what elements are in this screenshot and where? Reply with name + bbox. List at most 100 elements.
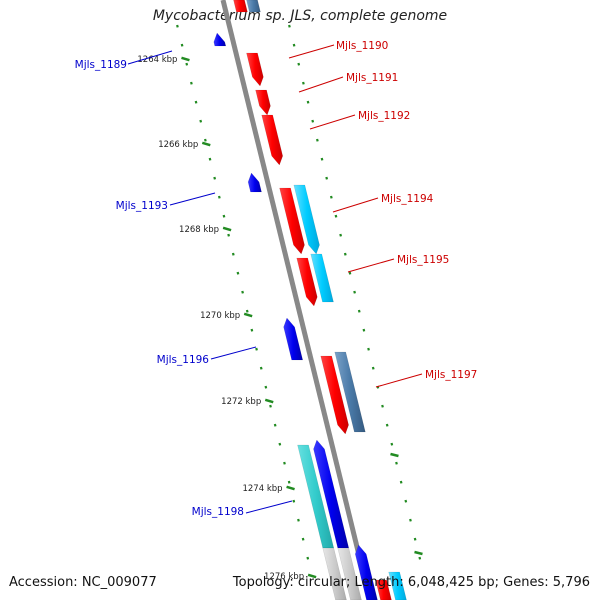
gene-labels[interactable]: Mjls_1189 Mjls_1190 Mjls_1191 Mjls_1192 Mjls… [75,40,478,518]
ring-dot [176,24,179,28]
ring-dot [339,233,342,237]
gene-feature-mjls-1190[interactable] [246,52,264,87]
ring-dot [306,556,310,560]
ring-dot [241,290,244,294]
ring-dot [367,347,370,351]
ring-dot [288,24,291,28]
gene-label-mjls-1197[interactable]: Mjls_1197 [425,369,477,381]
ring-dot [199,119,203,123]
ring-dot [357,309,361,313]
tick-label: 1266 kbp [158,140,198,150]
tick-label: 1274 kbp [242,484,282,494]
gene-label-mjls-1198[interactable]: Mjls_1198 [192,506,244,518]
feature-block [388,571,407,600]
feature-block [310,253,334,303]
ring-dot [245,309,249,313]
ring-dot [371,366,375,370]
leader-line-mjls-1193 [169,192,216,206]
genome-summary-text: Topology: circular; Length: 6,048,425 bp… [232,575,590,590]
ring-dot [381,404,384,408]
feature-block [233,0,248,13]
ring-dot [362,328,366,332]
gene-feature-mjls-1194[interactable] [279,187,305,255]
ring-dot [259,366,263,370]
gene-label-mjls-1192[interactable]: Mjls_1192 [358,110,410,122]
accession-text: Accession: NC_009077 [9,575,157,590]
gene-feature-mjls-1193[interactable] [247,172,262,193]
tick-label: 1276 kbp [264,572,304,582]
ring-dot [311,119,315,123]
ring-dot [217,195,221,199]
ring-dot [404,499,408,503]
gene-feature-mjls-1195[interactable] [296,257,318,307]
ring-dot [329,195,333,199]
ring-dot [231,252,235,256]
gene-features[interactable] [213,0,407,600]
tick-mark [414,550,423,556]
ring-dot [208,157,212,161]
ring-dot [292,499,296,503]
gene-feature-mjls-1192[interactable] [261,114,283,166]
tick-marks: 1264 kbp 1266 kbp 1268 kbp 1270 kbp 1272 kbp… [137,55,423,582]
leader-line-mjls-1190 [288,44,335,59]
leader-line-mjls-1198 [245,500,293,514]
tick-label: 1264 kbp [137,55,177,65]
ring-dot [334,214,338,218]
tick-mark [181,56,190,62]
ring-dot [264,385,268,389]
gene-label-mjls-1190[interactable]: Mjls_1190 [336,40,388,52]
ring-dot [269,404,272,408]
leader-line-mjls-1197 [375,373,423,388]
ring-dot [236,271,240,275]
ring-dot [348,271,352,275]
ring-dot [418,556,422,560]
gene-label-mjls-1191[interactable]: Mjls_1191 [346,72,398,84]
ring-dot [250,328,254,332]
ring-dot [255,347,258,351]
feature-block [322,547,347,600]
tick-mark [201,141,211,147]
ring-dot [297,62,301,66]
ring-dot [301,537,305,541]
gene-feature-mjls-1189[interactable] [213,32,227,47]
ring-dot [395,461,398,465]
leader-line-mjls-1191 [298,76,344,93]
feature-block [375,579,392,600]
gene-feature-mjls-1191[interactable] [255,89,271,116]
tick-rings [176,24,422,560]
ring-dot [180,43,184,47]
ring-dot [320,157,324,161]
ring-dot [194,100,198,104]
leader-line-mjls-1189 [127,50,173,65]
feature-block [334,351,366,433]
ring-dot [213,176,217,180]
leader-line-mjls-1196 [210,346,257,360]
feature-block [354,544,378,600]
tick-mark [307,573,317,579]
feature-block [337,547,362,600]
tick-mark [286,485,295,491]
ring-dot [278,442,282,446]
leader-line-mjls-1192 [309,114,356,130]
gene-label-mjls-1189[interactable]: Mjls_1189 [75,59,127,71]
ring-dot [325,176,329,180]
ring-dot [283,461,286,465]
ring-dot [306,100,310,104]
ring-dot [343,252,347,256]
leader-line-mjls-1194 [332,197,379,213]
ring-dot [390,442,394,446]
ring-dot [227,233,230,237]
gene-feature-mjls-1197[interactable] [320,355,349,435]
tick-mark [222,226,232,232]
ring-dot [385,423,389,427]
ring-dot [409,518,412,522]
gene-feature-mjls-1196[interactable] [283,317,304,361]
tick-mark [390,452,399,458]
gene-label-mjls-1195[interactable]: Mjls_1195 [397,254,449,266]
gene-label-mjls-1196[interactable]: Mjls_1196 [157,354,210,366]
ring-dot [292,43,296,47]
ring-dot [190,81,193,85]
gene-label-mjls-1193[interactable]: Mjls_1193 [116,200,168,212]
gene-label-mjls-1194[interactable]: Mjls_1194 [381,193,434,205]
